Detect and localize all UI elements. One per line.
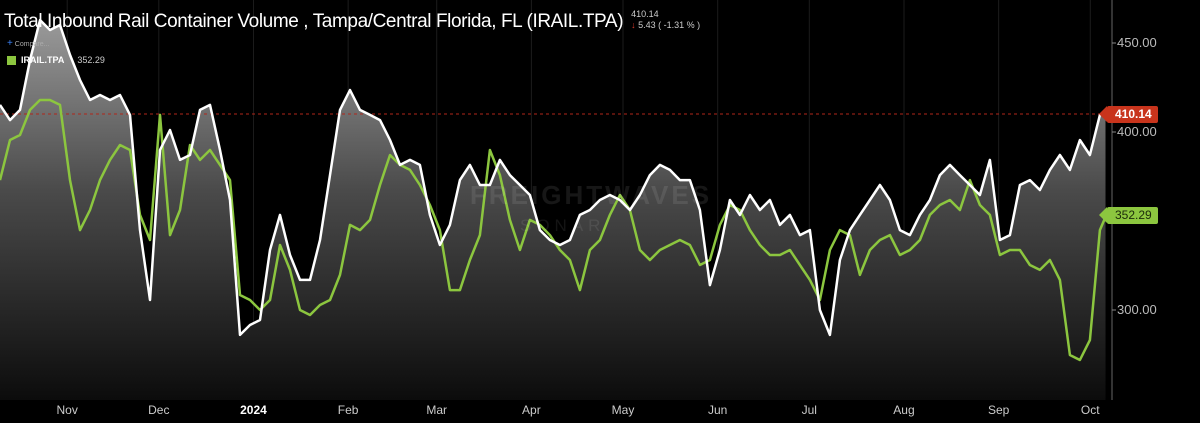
x-tick-label: Aug [893,403,915,417]
watermark-sonar: SONAR [520,216,606,235]
primary-series-area [0,20,1106,400]
x-tick-label: Feb [337,403,359,417]
chart-header: Total Inbound Rail Container Volume , Ta… [4,9,700,33]
x-tick-label: Oct [1080,403,1100,417]
compare-label: Compare... [14,41,50,48]
x-tick-label: Mar [426,403,448,417]
y-tick-label: 450.00 [1117,35,1157,50]
legend-swatch [7,55,16,65]
last-value-block: 410.14 ↓ 5.43 ( -1.31 % ) [631,9,700,31]
x-tick-label: May [611,403,635,417]
x-tick-label: Apr [522,403,541,417]
compare-button[interactable]: + Compare... [7,38,49,49]
x-tick-label: Dec [148,403,170,417]
x-tick-label: Nov [56,403,78,417]
watermark: FREIGHTWAVES [470,180,713,210]
last-value: 410.14 [631,9,659,19]
legend-name: IRAIL.TPA [21,55,65,65]
plus-icon: + [7,38,13,49]
series-line-current [0,18,1106,337]
chart-title: Total Inbound Rail Container Volume , Ta… [4,11,624,32]
change-value: 5.43 ( -1.31 % ) [638,20,701,30]
last-value-tag-current: 410.14 [1099,106,1158,123]
legend-item[interactable]: IRAIL.TPA 352.29 [7,55,105,65]
down-arrow-icon: ↓ [631,20,636,30]
x-tick-label: Jun [708,403,728,417]
y-ticks [1112,42,1116,311]
y-tick-label: 300.00 [1117,302,1157,317]
x-tick-label: Sep [987,403,1010,417]
x-tick-label: 2024 [240,403,267,417]
legend-value: 352.29 [77,55,105,65]
x-tick-label: Jul [801,403,817,417]
y-tick-label: 400.00 [1117,124,1157,139]
last-value-tag-irail-tpa: 352.29 [1099,207,1158,224]
